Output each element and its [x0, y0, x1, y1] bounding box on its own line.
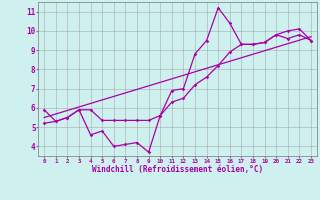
X-axis label: Windchill (Refroidissement éolien,°C): Windchill (Refroidissement éolien,°C) — [92, 165, 263, 174]
